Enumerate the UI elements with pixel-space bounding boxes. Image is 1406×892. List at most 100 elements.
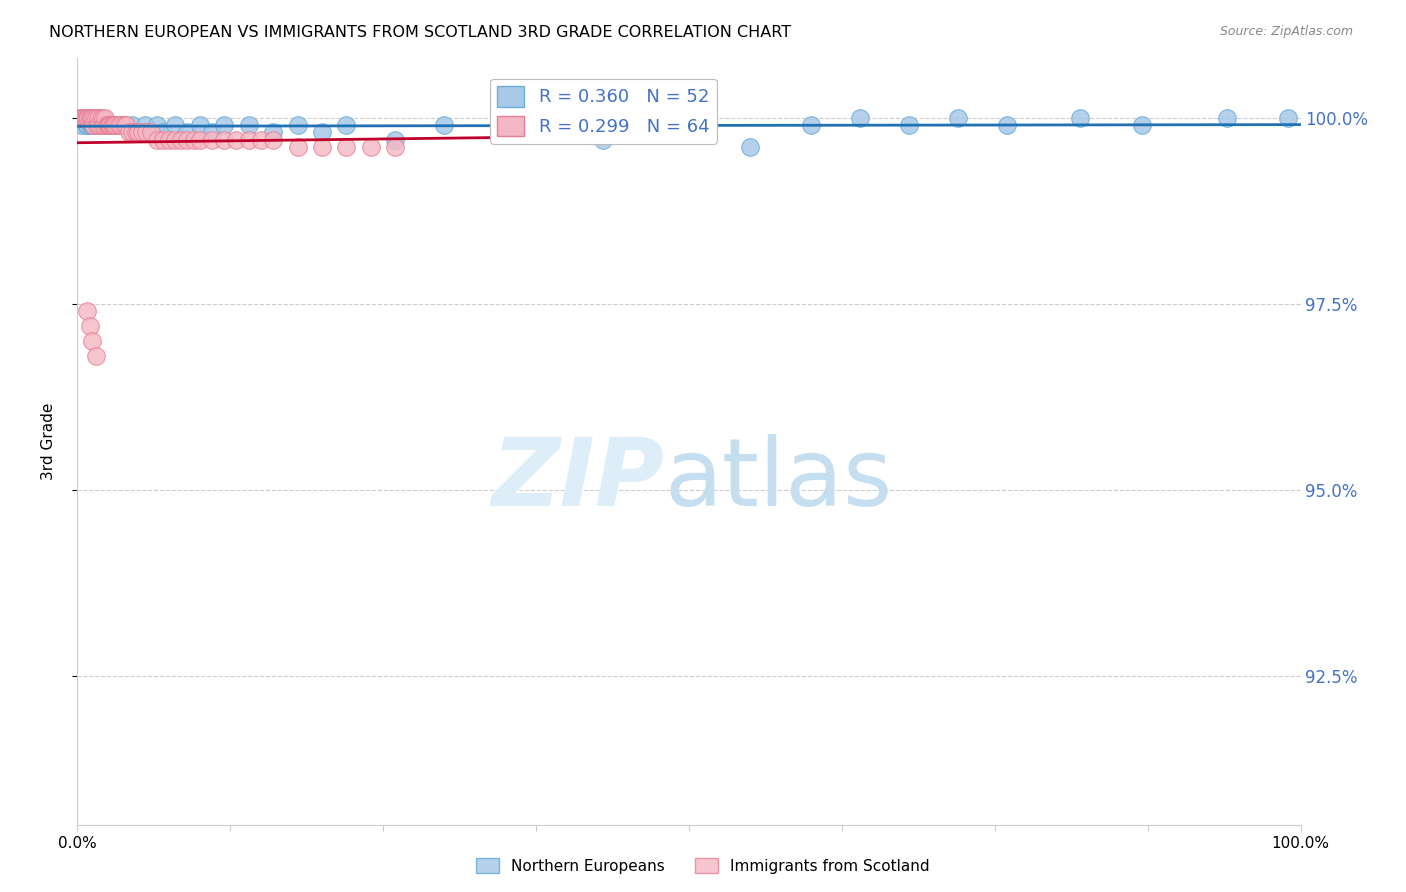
- Point: [76, 111, 98, 125]
- Point: [134, 118, 156, 132]
- Point: [83, 118, 105, 132]
- Point: [531, 125, 554, 139]
- Point: [89, 118, 111, 132]
- Point: [101, 118, 124, 132]
- Point: [946, 111, 969, 125]
- Point: [146, 133, 169, 147]
- Point: [360, 140, 382, 154]
- Point: [131, 125, 153, 139]
- Point: [384, 140, 406, 154]
- Point: [84, 111, 107, 125]
- Point: [212, 118, 235, 132]
- Text: atlas: atlas: [665, 434, 893, 526]
- Point: [152, 133, 174, 147]
- Point: [121, 118, 143, 132]
- Point: [335, 140, 357, 154]
- Point: [98, 118, 121, 132]
- Point: [152, 125, 174, 139]
- Point: [1130, 118, 1153, 132]
- Point: [225, 133, 247, 147]
- Point: [70, 111, 93, 125]
- Point: [238, 133, 260, 147]
- Point: [170, 133, 193, 147]
- Point: [70, 118, 93, 132]
- Point: [112, 118, 135, 132]
- Point: [72, 111, 94, 125]
- Point: [100, 118, 122, 132]
- Point: [188, 118, 211, 132]
- Point: [83, 111, 105, 125]
- Point: [103, 118, 125, 132]
- Point: [176, 133, 198, 147]
- Point: [98, 118, 121, 132]
- Point: [108, 118, 131, 132]
- Point: [201, 125, 224, 139]
- Point: [212, 133, 235, 147]
- Point: [250, 133, 273, 147]
- Point: [115, 118, 138, 132]
- Point: [93, 118, 115, 132]
- Point: [157, 133, 180, 147]
- Point: [110, 118, 132, 132]
- Point: [70, 111, 93, 125]
- Point: [76, 304, 98, 318]
- Point: [69, 111, 91, 125]
- Point: [262, 133, 284, 147]
- Point: [898, 118, 921, 132]
- Legend: R = 0.360   N = 52, R = 0.299   N = 64: R = 0.360 N = 52, R = 0.299 N = 64: [491, 78, 717, 144]
- Point: [73, 111, 96, 125]
- Point: [103, 118, 125, 132]
- Point: [1277, 111, 1299, 125]
- Point: [654, 125, 676, 139]
- Point: [75, 111, 97, 125]
- Point: [84, 349, 107, 363]
- Point: [90, 118, 112, 132]
- Point: [188, 133, 211, 147]
- Point: [139, 125, 162, 139]
- Point: [238, 118, 260, 132]
- Point: [592, 133, 614, 147]
- Point: [72, 111, 94, 125]
- Point: [108, 118, 131, 132]
- Point: [90, 118, 112, 132]
- Point: [800, 118, 823, 132]
- Point: [93, 118, 115, 132]
- Point: [1216, 111, 1239, 125]
- Point: [97, 118, 120, 132]
- Point: [125, 125, 148, 139]
- Y-axis label: 3rd Grade: 3rd Grade: [42, 403, 56, 480]
- Point: [80, 111, 103, 125]
- Point: [311, 140, 333, 154]
- Point: [75, 118, 97, 132]
- Point: [118, 125, 141, 139]
- Point: [87, 111, 110, 125]
- Point: [165, 133, 187, 147]
- Text: ZIP: ZIP: [492, 434, 665, 526]
- Point: [96, 118, 118, 132]
- Point: [135, 125, 157, 139]
- Point: [80, 334, 103, 348]
- Point: [433, 118, 456, 132]
- Point: [84, 111, 107, 125]
- Point: [80, 111, 103, 125]
- Point: [105, 118, 128, 132]
- Point: [127, 125, 149, 139]
- Point: [849, 111, 872, 125]
- Point: [80, 118, 103, 132]
- Point: [495, 118, 517, 132]
- Point: [79, 118, 101, 132]
- Point: [146, 118, 169, 132]
- Point: [90, 111, 112, 125]
- Point: [311, 125, 333, 139]
- Point: [79, 319, 101, 334]
- Point: [183, 133, 205, 147]
- Point: [115, 118, 138, 132]
- Point: [86, 118, 108, 132]
- Point: [139, 125, 162, 139]
- Point: [740, 140, 762, 154]
- Point: [335, 118, 357, 132]
- Point: [995, 118, 1018, 132]
- Point: [82, 118, 104, 132]
- Point: [77, 111, 100, 125]
- Point: [287, 140, 309, 154]
